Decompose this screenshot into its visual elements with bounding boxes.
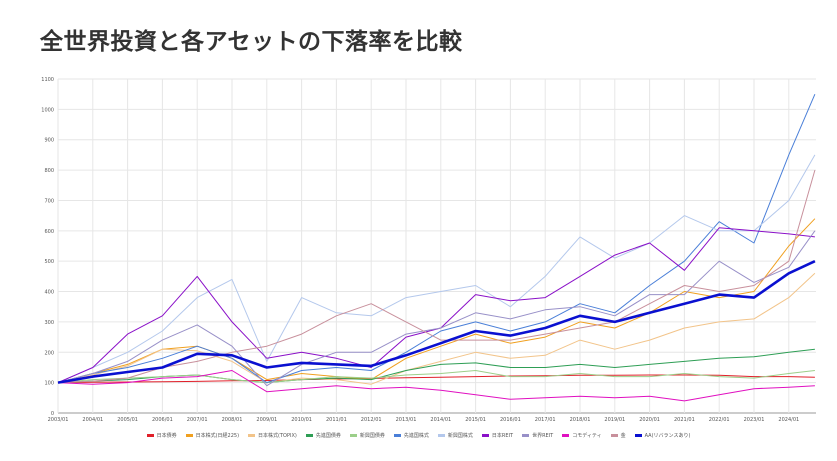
y-tick-label: 400	[44, 290, 54, 296]
legend-label: 日本株式(日経225)	[195, 433, 240, 439]
line-chart: 0 100 200 300 400 500 600 700 800 900 1000 1100 2003…	[41, 77, 816, 423]
legend-label: 新興国債券	[359, 433, 385, 439]
series-line-8	[57, 230, 816, 387]
series-line-10	[57, 169, 816, 384]
legend-label: 先進国債券	[315, 433, 341, 439]
legend-item[interactable]: 先進国債券	[305, 432, 341, 439]
legend-item[interactable]: AA(リバランスあり)	[634, 432, 691, 439]
y-tick-label: 900	[44, 138, 54, 144]
legend-item[interactable]: 金	[610, 432, 626, 439]
legend-label: 日本株式(TOPIX)	[258, 433, 297, 439]
x-tick-label: 2010/01	[291, 417, 312, 423]
x-tick-label: 2007/01	[187, 417, 208, 423]
x-tick-label: 2005/01	[117, 417, 138, 423]
legend-item[interactable]: コモディティ	[562, 432, 602, 439]
legend-item[interactable]: 先進国株式	[393, 432, 429, 439]
y-tick-label: 1100	[41, 77, 54, 83]
legend-label: AA(リバランスあり)	[644, 433, 691, 439]
series-line-9	[57, 370, 815, 402]
x-tick-label: 2015/01	[465, 417, 486, 423]
x-tick-label: 2023/01	[744, 417, 765, 423]
x-tick-label: 2017/01	[535, 417, 556, 423]
series-line-1	[57, 218, 816, 384]
series-line-11	[57, 260, 816, 384]
y-tick-label: 0	[51, 411, 54, 417]
legend: 日本債券 日本株式(日経225) 日本株式(TOPIX) 先進国債券 新興国債券 先進国株…	[0, 432, 837, 439]
x-tick-label: 2018/01	[570, 417, 591, 423]
legend-label: 先進国株式	[403, 433, 429, 439]
page-title: 全世界投資と各アセットの下落率を比較	[40, 29, 463, 55]
legend-label: 日本REIT	[491, 433, 514, 439]
x-tick-label: 2022/01	[709, 417, 730, 423]
legend-swatch	[634, 434, 642, 437]
series-line-5	[57, 94, 816, 384]
legend-label: コモディティ	[572, 433, 602, 439]
legend-item[interactable]: 日本債券	[146, 432, 177, 439]
x-tick-label: 2019/01	[604, 417, 625, 423]
legend-swatch	[185, 434, 193, 437]
legend-swatch	[248, 434, 256, 437]
series-line-6	[57, 154, 816, 384]
y-tick-label: 700	[44, 198, 54, 204]
series-line-0	[57, 374, 815, 384]
legend-item[interactable]: 世界REIT	[522, 432, 553, 439]
legend-label: 日本債券	[156, 433, 177, 439]
series-line-4	[57, 370, 815, 384]
y-tick-label: 200	[44, 350, 54, 356]
x-tick-label: 2014/01	[430, 417, 451, 423]
legend-swatch	[437, 434, 445, 437]
x-tick-label: 2013/01	[396, 417, 417, 423]
x-tick-label: 2009/01	[256, 417, 277, 423]
legend-item[interactable]: 新興国債券	[349, 432, 385, 439]
legend-swatch	[146, 434, 154, 437]
legend-item[interactable]: 日本株式(日経225)	[185, 432, 240, 439]
y-tick-label: 500	[44, 259, 54, 265]
x-tick-label: 2016/01	[500, 417, 521, 423]
legend-swatch	[481, 434, 489, 437]
series-line-7	[57, 227, 815, 384]
x-tick-label: 2024/01	[778, 417, 799, 423]
x-tick-label: 2006/01	[152, 417, 173, 423]
x-tick-label: 2020/01	[639, 417, 660, 423]
x-tick-label: 2004/01	[82, 417, 103, 423]
legend-item[interactable]: 新興国株式	[437, 432, 473, 439]
legend-swatch	[305, 434, 313, 437]
y-tick-label: 100	[44, 381, 54, 387]
x-tick-label: 2021/01	[674, 417, 695, 423]
legend-item[interactable]: 日本株式(TOPIX)	[248, 432, 297, 439]
x-tick-label: 2012/01	[361, 417, 382, 423]
y-tick-label: 300	[44, 320, 54, 326]
legend-swatch	[393, 434, 401, 437]
legend-label: 金	[620, 433, 626, 439]
legend-swatch	[349, 434, 357, 437]
legend-label: 新興国株式	[447, 433, 473, 439]
legend-swatch	[562, 434, 570, 437]
x-tick-label: 2008/01	[222, 417, 243, 423]
x-tick-label: 2003/01	[48, 417, 69, 423]
legend-swatch	[522, 434, 530, 437]
y-tick-label: 600	[44, 229, 54, 235]
legend-item[interactable]: 日本REIT	[481, 432, 514, 439]
legend-label: 世界REIT	[532, 433, 554, 439]
x-tick-label: 2011/01	[326, 417, 347, 423]
y-tick-label: 1000	[41, 107, 54, 113]
legend-swatch	[610, 434, 618, 437]
y-tick-label: 800	[44, 168, 54, 174]
